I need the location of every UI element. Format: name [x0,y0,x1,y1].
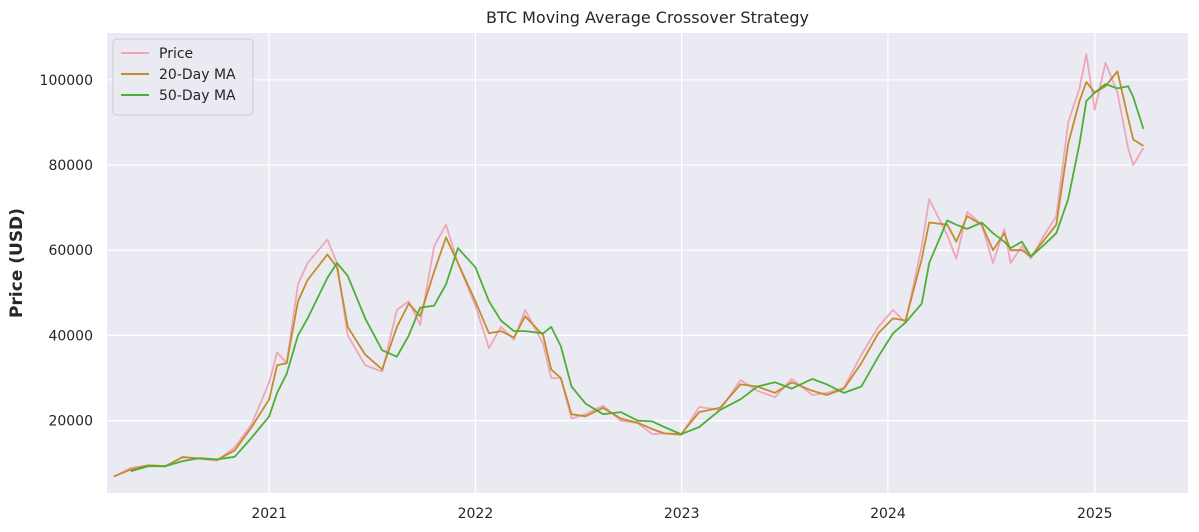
y-tick-label: 40000 [48,328,93,344]
legend: Price 20-Day MA 50-Day MA [112,38,254,116]
y-tick-label: 80000 [48,158,93,174]
y-tick-label: 100000 [40,73,93,89]
series-line-price [113,53,1145,478]
legend-label: 20-Day MA [159,67,236,83]
y-tick-label: 60000 [48,243,93,259]
grid-layer [107,33,1188,493]
x-tick-label: 2023 [664,506,700,522]
x-tick-label: 2021 [251,506,287,522]
chart-title: BTC Moving Average Crossover Strategy [486,8,809,27]
legend-label: 50-Day MA [159,88,236,104]
tick-layer: 20000 40000 60000 80000 100000 2021 2022 2023 20… [40,73,1113,522]
series-line-20-day-ma [113,70,1144,478]
x-tick-label: 2024 [870,506,906,522]
series-line-50-day-ma [130,83,1145,473]
y-tick-label: 20000 [48,414,93,430]
legend-label: Price [159,46,193,62]
plot-background [107,33,1188,493]
y-axis-label: Price (USD) [7,208,27,318]
series-layer [113,53,1145,478]
x-tick-label: 2025 [1077,506,1113,522]
x-tick-label: 2022 [458,506,494,522]
